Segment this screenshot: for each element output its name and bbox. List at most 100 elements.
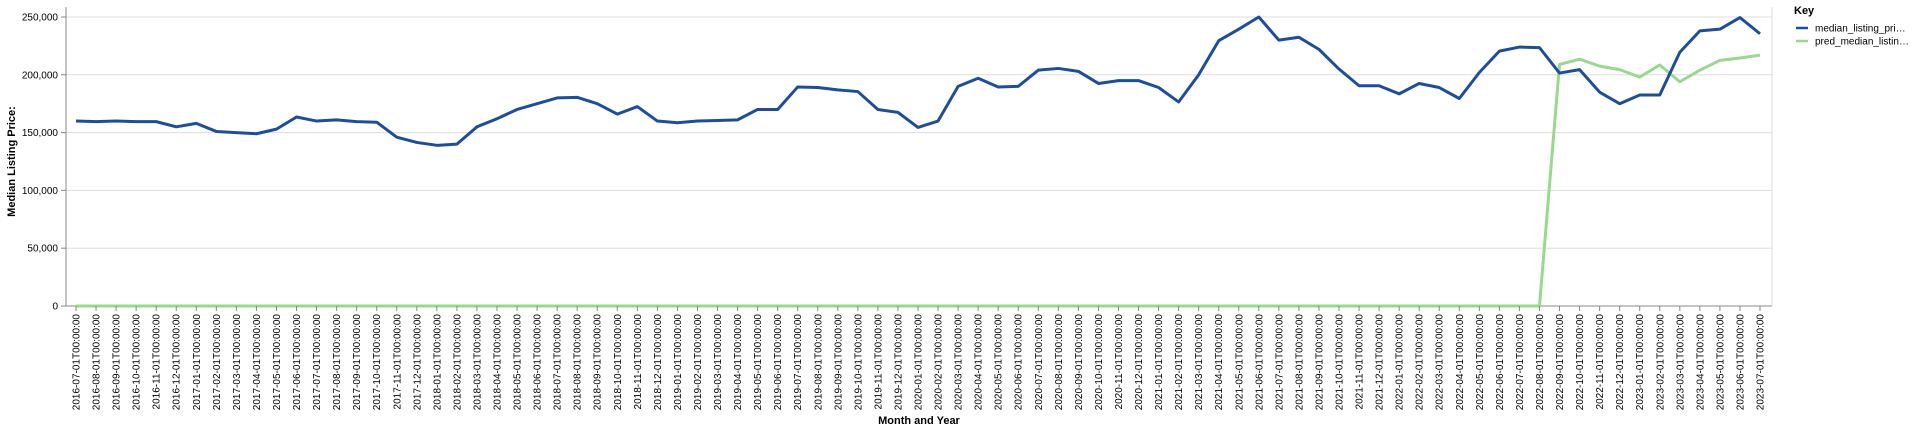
x-tick-label: 2023-05-01T00:00:00 <box>1715 314 1726 411</box>
x-tick-label: 2021-11-01T00:00:00 <box>1355 314 1366 410</box>
x-tick-label: 2020-04-01T00:00:00 <box>974 314 985 411</box>
x-tick-label: 2016-10-01T00:00:00 <box>132 314 143 411</box>
x-tick-label: 2017-01-01T00:00:00 <box>192 314 203 411</box>
x-tick-label: 2021-09-01T00:00:00 <box>1314 314 1325 411</box>
x-tick-label: 2017-02-01T00:00:00 <box>212 314 223 411</box>
x-tick-label: 2023-06-01T00:00:00 <box>1735 314 1746 411</box>
series-line-median-listing-price <box>75 15 1761 147</box>
x-tick-label: 2019-05-01T00:00:00 <box>753 314 764 411</box>
x-tick-label: 2023-01-01T00:00:00 <box>1635 314 1646 411</box>
grid-lines <box>66 16 1772 307</box>
x-tick-label: 2020-08-01T00:00:00 <box>1054 314 1065 411</box>
x-tick-label: 2017-10-01T00:00:00 <box>372 314 383 411</box>
y-axis: 0 50,000 100,000 150,000 200,000 250,000 <box>22 13 66 313</box>
x-tick-label: 2022-01-01T00:00:00 <box>1395 314 1406 411</box>
y-tick-label: 200,000 <box>22 70 59 81</box>
x-tick-label: 2022-09-01T00:00:00 <box>1555 314 1566 411</box>
legend-label: pred_median_listin… <box>1815 37 1909 48</box>
x-tick-label: 2022-11-01T00:00:00 <box>1595 314 1606 410</box>
x-tick-label: 2018-07-01T00:00:00 <box>553 314 564 411</box>
x-tick-label: 2023-04-01T00:00:00 <box>1695 314 1706 411</box>
x-tick-label: 2021-07-01T00:00:00 <box>1274 314 1285 411</box>
x-tick-label: 2018-12-01T00:00:00 <box>653 314 664 411</box>
series-lines <box>75 15 1761 308</box>
plot-frame <box>65 7 1773 307</box>
x-tick-label: 2020-01-01T00:00:00 <box>914 314 925 411</box>
x-tick-label: 2019-08-01T00:00:00 <box>813 314 824 411</box>
x-tick-label: 2021-04-01T00:00:00 <box>1214 314 1225 411</box>
x-tick-label: 2017-07-01T00:00:00 <box>312 314 323 411</box>
x-tick-label: 2021-01-01T00:00:00 <box>1154 314 1165 411</box>
x-tick-label: 2021-02-01T00:00:00 <box>1174 314 1185 411</box>
x-tick-label: 2019-10-01T00:00:00 <box>853 314 864 411</box>
x-tick-label: 2018-09-01T00:00:00 <box>593 314 604 411</box>
x-tick-label: 2017-12-01T00:00:00 <box>412 314 423 411</box>
x-tick-label: 2017-06-01T00:00:00 <box>292 314 303 411</box>
x-tick-label: 2018-02-01T00:00:00 <box>452 314 463 411</box>
x-tick-label: 2019-06-01T00:00:00 <box>773 314 784 411</box>
legend: Key median_listing_pri… pred_median_listi… <box>1794 5 1909 48</box>
x-tick-label: 2019-03-01T00:00:00 <box>713 314 724 411</box>
x-tick-label: 2018-01-01T00:00:00 <box>432 314 443 411</box>
x-tick-label: 2020-07-01T00:00:00 <box>1034 314 1045 411</box>
series-line-pred-median-listing-price <box>76 53 1761 308</box>
x-tick-label: 2017-08-01T00:00:00 <box>332 314 343 411</box>
x-tick-label: 2016-09-01T00:00:00 <box>112 314 123 411</box>
x-tick-label: 2017-03-01T00:00:00 <box>232 314 243 411</box>
x-tick-label: 2022-12-01T00:00:00 <box>1615 314 1626 411</box>
x-tick-label: 2019-01-01T00:00:00 <box>673 314 684 411</box>
x-tick-label: 2016-07-01T00:00:00 <box>72 314 83 411</box>
x-tick-label: 2021-12-01T00:00:00 <box>1375 314 1386 411</box>
x-tick-label: 2018-03-01T00:00:00 <box>472 314 483 411</box>
x-tick-label: 2019-09-01T00:00:00 <box>833 314 844 411</box>
x-tick-label: 2022-04-01T00:00:00 <box>1455 314 1466 411</box>
x-tick-label: 2018-08-01T00:00:00 <box>573 314 584 411</box>
x-tick-label: 2022-08-01T00:00:00 <box>1535 314 1546 411</box>
x-tick-label: 2017-04-01T00:00:00 <box>252 314 263 411</box>
x-tick-label: 2022-10-01T00:00:00 <box>1575 314 1586 411</box>
x-tick-label: 2023-03-01T00:00:00 <box>1675 314 1686 411</box>
y-tick-label: 0 <box>52 302 58 313</box>
x-tick-label: 2022-07-01T00:00:00 <box>1515 314 1526 411</box>
x-tick-label: 2018-04-01T00:00:00 <box>493 314 504 411</box>
x-tick-label: 2018-06-01T00:00:00 <box>533 314 544 411</box>
x-tick-label: 2019-07-01T00:00:00 <box>793 314 804 411</box>
y-tick-label: 250,000 <box>22 13 59 24</box>
x-tick-label: 2023-02-01T00:00:00 <box>1655 314 1666 411</box>
x-tick-label: 2016-08-01T00:00:00 <box>92 314 103 411</box>
x-tick-label: 2021-05-01T00:00:00 <box>1234 314 1245 411</box>
x-tick-label: 2020-10-01T00:00:00 <box>1094 314 1105 411</box>
x-tick-label: 2022-05-01T00:00:00 <box>1475 314 1486 411</box>
x-axis-title: Month and Year <box>878 415 960 427</box>
x-tick-label: 2016-12-01T00:00:00 <box>172 314 183 411</box>
x-tick-label: 2021-06-01T00:00:00 <box>1254 314 1265 411</box>
x-tick-label: 2018-10-01T00:00:00 <box>613 314 624 411</box>
x-axis: 2016-07-01T00:00:00 2016-08-01T00:00:00 20… <box>72 306 1767 410</box>
x-tick-label: 2022-03-01T00:00:00 <box>1435 314 1446 411</box>
x-tick-label: 2020-06-01T00:00:00 <box>1014 314 1025 411</box>
x-tick-label: 2016-11-01T00:00:00 <box>152 314 163 410</box>
y-tick-label: 100,000 <box>22 186 59 197</box>
x-tick-label: 2021-10-01T00:00:00 <box>1335 314 1346 411</box>
x-tick-label: 2020-05-01T00:00:00 <box>994 314 1005 411</box>
y-axis-title: Median Listing Price: <box>6 106 18 217</box>
x-tick-label: 2019-02-01T00:00:00 <box>693 314 704 411</box>
x-tick-label: 2023-07-01T00:00:00 <box>1756 314 1767 411</box>
x-tick-label: 2020-12-01T00:00:00 <box>1134 314 1145 411</box>
x-tick-label: 2017-09-01T00:00:00 <box>352 314 363 411</box>
x-tick-label: 2018-11-01T00:00:00 <box>633 314 644 410</box>
x-tick-label: 2022-06-01T00:00:00 <box>1495 314 1506 411</box>
y-tick-label: 50,000 <box>27 244 58 255</box>
x-tick-label: 2020-11-01T00:00:00 <box>1114 314 1125 410</box>
x-tick-label: 2019-04-01T00:00:00 <box>733 314 744 411</box>
x-tick-label: 2022-02-01T00:00:00 <box>1415 314 1426 411</box>
x-tick-label: 2020-09-01T00:00:00 <box>1074 314 1085 411</box>
x-tick-label: 2019-11-01T00:00:00 <box>873 314 884 410</box>
x-tick-label: 2019-12-01T00:00:00 <box>893 314 904 411</box>
x-tick-label: 2021-03-01T00:00:00 <box>1194 314 1205 411</box>
x-tick-label: 2020-02-01T00:00:00 <box>934 314 945 411</box>
x-tick-label: 2017-05-01T00:00:00 <box>272 314 283 411</box>
x-tick-label: 2018-05-01T00:00:00 <box>513 314 524 411</box>
x-tick-label: 2021-08-01T00:00:00 <box>1294 314 1305 411</box>
